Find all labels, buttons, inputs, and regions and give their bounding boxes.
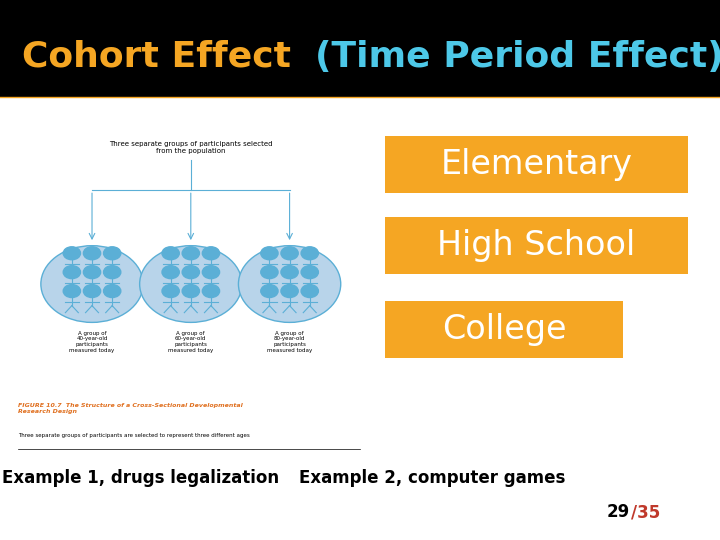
FancyBboxPatch shape bbox=[385, 217, 688, 274]
Circle shape bbox=[281, 266, 298, 279]
Text: /35: /35 bbox=[631, 503, 661, 521]
Text: Example 2, computer games: Example 2, computer games bbox=[299, 469, 565, 487]
Text: Elementary: Elementary bbox=[441, 148, 632, 181]
Circle shape bbox=[162, 266, 179, 279]
Circle shape bbox=[281, 285, 298, 298]
Text: Three separate groups of participants are selected to represent three different : Three separate groups of participants ar… bbox=[18, 433, 250, 437]
Text: (Time Period Effect): (Time Period Effect) bbox=[315, 40, 720, 73]
Text: 29: 29 bbox=[607, 503, 630, 521]
Text: A group of
80-year-old
participants
measured today: A group of 80-year-old participants meas… bbox=[267, 330, 312, 353]
Circle shape bbox=[162, 247, 179, 260]
Circle shape bbox=[261, 266, 278, 279]
Text: High School: High School bbox=[437, 229, 636, 262]
Circle shape bbox=[182, 285, 199, 298]
Circle shape bbox=[41, 246, 143, 322]
Circle shape bbox=[104, 247, 121, 260]
Circle shape bbox=[182, 247, 199, 260]
Circle shape bbox=[238, 246, 341, 322]
Text: Three separate groups of participants selected
from the population: Three separate groups of participants se… bbox=[109, 141, 273, 154]
Circle shape bbox=[301, 285, 318, 298]
Text: Example 1, drugs legalization: Example 1, drugs legalization bbox=[2, 469, 279, 487]
Text: Cohort Effect: Cohort Effect bbox=[22, 40, 303, 73]
Circle shape bbox=[301, 247, 318, 260]
Circle shape bbox=[281, 247, 298, 260]
Text: A group of
40-year-old
participants
measured today: A group of 40-year-old participants meas… bbox=[69, 330, 114, 353]
Circle shape bbox=[202, 247, 220, 260]
Circle shape bbox=[162, 285, 179, 298]
Circle shape bbox=[202, 266, 220, 279]
Circle shape bbox=[63, 247, 81, 260]
Circle shape bbox=[84, 266, 101, 279]
Circle shape bbox=[63, 266, 81, 279]
Circle shape bbox=[261, 247, 278, 260]
Circle shape bbox=[202, 285, 220, 298]
FancyBboxPatch shape bbox=[385, 137, 688, 193]
Text: FIGURE 10.7  The Structure of a Cross-Sectional Developmental
Research Design: FIGURE 10.7 The Structure of a Cross-Sec… bbox=[18, 403, 243, 414]
Text: A group of
60-year-old
participants
measured today: A group of 60-year-old participants meas… bbox=[168, 330, 213, 353]
Bar bbox=[0, 97, 720, 540]
FancyBboxPatch shape bbox=[385, 301, 623, 357]
Circle shape bbox=[301, 266, 318, 279]
Circle shape bbox=[104, 266, 121, 279]
Circle shape bbox=[140, 246, 242, 322]
Circle shape bbox=[84, 247, 101, 260]
Circle shape bbox=[84, 285, 101, 298]
Circle shape bbox=[104, 285, 121, 298]
Circle shape bbox=[182, 266, 199, 279]
Circle shape bbox=[63, 285, 81, 298]
Bar bbox=[0, 0, 720, 97]
Circle shape bbox=[261, 285, 278, 298]
Text: College: College bbox=[442, 313, 566, 346]
